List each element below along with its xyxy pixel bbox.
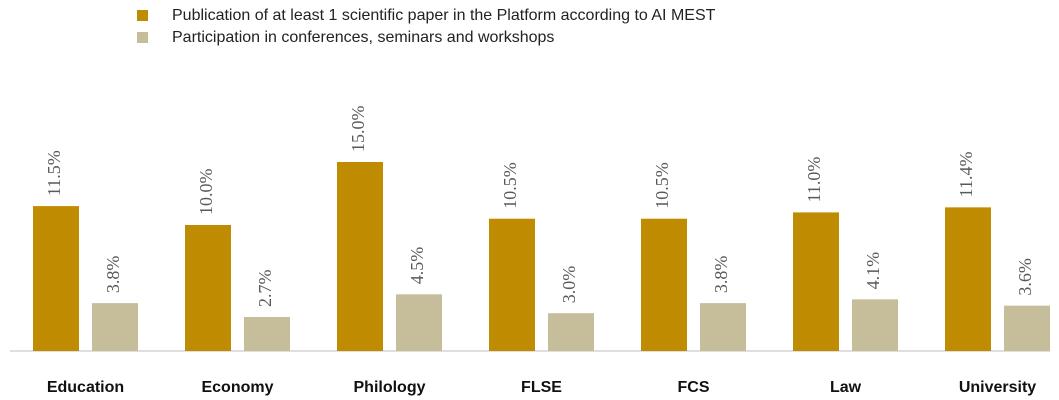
- bar: [852, 299, 898, 351]
- bar: [185, 225, 231, 351]
- bar: [489, 218, 535, 351]
- bar: [793, 212, 839, 351]
- value-label: 10.5%: [500, 162, 520, 209]
- value-label: 4.1%: [863, 252, 883, 290]
- value-label: 2.7%: [255, 269, 275, 307]
- value-label: 3.0%: [559, 266, 579, 304]
- value-label: 3.8%: [103, 256, 123, 294]
- bar: [548, 313, 594, 351]
- category-label: Law: [830, 379, 862, 396]
- category-label: Philology: [354, 379, 426, 396]
- value-label: 11.4%: [956, 152, 976, 198]
- value-label: 10.5%: [652, 162, 672, 209]
- legend-swatch: [137, 32, 148, 43]
- bar: [337, 162, 383, 351]
- bar: [1004, 305, 1050, 351]
- value-label: 11.5%: [44, 150, 64, 196]
- value-label: 11.0%: [804, 157, 824, 203]
- value-label: 10.0%: [196, 169, 216, 216]
- legend-label: Publication of at least 1 scientific pap…: [172, 7, 716, 24]
- bar: [700, 303, 746, 351]
- legend-swatch: [137, 10, 148, 21]
- value-label: 3.8%: [711, 256, 731, 294]
- category-label: FCS: [678, 379, 710, 396]
- bar: [92, 303, 138, 351]
- category-label: Education: [47, 379, 124, 396]
- value-label: 4.5%: [407, 247, 427, 285]
- legend-label: Participation in conferences, seminars a…: [172, 29, 554, 46]
- bar: [244, 316, 290, 351]
- category-label: Economy: [201, 379, 273, 396]
- value-label: 15.0%: [348, 106, 368, 153]
- value-label: 3.6%: [1015, 258, 1035, 296]
- bar: [945, 207, 991, 351]
- category-label: FLSE: [521, 379, 562, 396]
- bar: [641, 218, 687, 351]
- category-label: University: [959, 379, 1036, 396]
- bar: [33, 206, 79, 351]
- bar: [396, 294, 442, 351]
